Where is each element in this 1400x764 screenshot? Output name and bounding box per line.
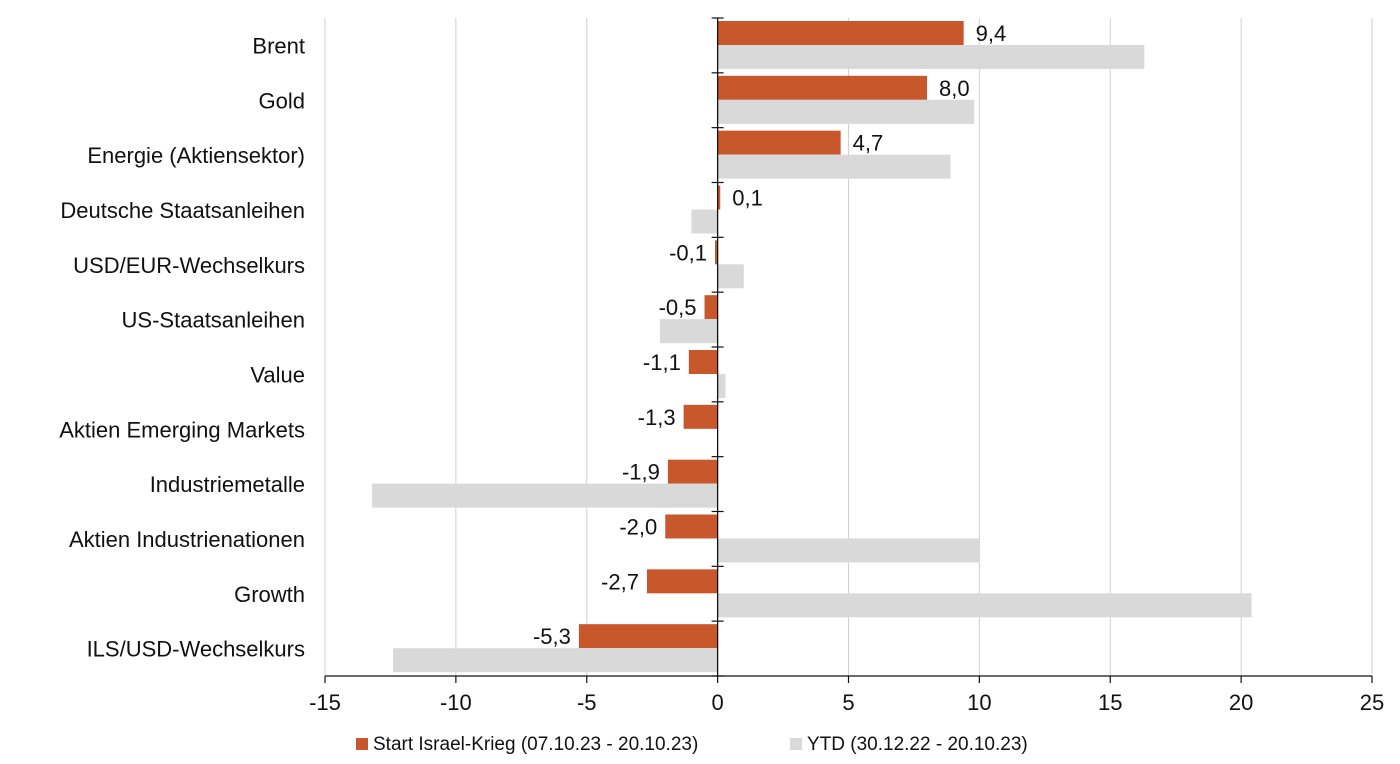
grid-lines [324, 18, 1373, 676]
data-label: -5,3 [533, 624, 571, 649]
bar-ytd [660, 319, 718, 344]
data-label: -1,3 [638, 405, 676, 430]
bar-israel-war [688, 350, 718, 374]
bar-ytd [717, 45, 1145, 69]
category-label: Gold [259, 88, 305, 113]
x-tick-label: -5 [577, 690, 597, 715]
x-tick-label: 25 [1360, 690, 1384, 715]
bar-israel-war [717, 130, 841, 155]
data-label: -1,9 [622, 460, 660, 485]
bar-ytd [372, 483, 718, 508]
bar-israel-war [717, 185, 721, 210]
category-label: Industriemetalle [150, 472, 305, 497]
data-label: -2,7 [601, 569, 639, 594]
bar-israel-war [646, 569, 718, 594]
x-tick-label: 5 [842, 690, 854, 715]
legend-label: YTD (30.12.22 - 20.10.23) [807, 734, 1028, 755]
legend: Start Israel-Krieg (07.10.23 - 20.10.23)… [356, 734, 1028, 755]
data-label: 4,7 [853, 131, 884, 156]
legend-swatch [790, 738, 802, 750]
data-label: -2,0 [619, 515, 657, 540]
bar-israel-war [665, 514, 718, 539]
category-label: Aktien Emerging Markets [59, 417, 305, 442]
data-label: -0,5 [659, 295, 697, 320]
category-label: US-Staatsanleihen [122, 308, 305, 333]
category-label: Deutsche Staatsanleihen [60, 198, 305, 223]
bar-ytd [717, 593, 1252, 618]
x-tick-label: -10 [440, 690, 472, 715]
x-tick-label: 0 [712, 690, 724, 715]
category-label: ILS/USD-Wechselkurs [87, 637, 305, 662]
bar-ytd [717, 99, 975, 124]
labels: Brent 9,4 Gold 8,0 Energie (Aktiensektor) 4,7… [59, 21, 1384, 715]
bar-ytd [717, 538, 980, 563]
bars [372, 21, 1252, 673]
bar-ytd [717, 264, 744, 289]
legend-label: Start Israel-Krieg (07.10.23 - 20.10.23) [373, 734, 698, 755]
bar-israel-war [683, 404, 718, 429]
category-label: Aktien Industrienationen [69, 527, 305, 552]
bar-ytd [393, 648, 718, 673]
x-tick-label: 20 [1229, 690, 1253, 715]
bar-israel-war [715, 240, 718, 265]
data-label: -0,1 [669, 240, 707, 265]
bar-israel-war [667, 459, 718, 484]
category-label: Brent [252, 33, 305, 58]
x-tick-label: 10 [967, 690, 991, 715]
x-tick-label: 15 [1098, 690, 1122, 715]
axes [324, 17, 1373, 683]
bar-israel-war [578, 624, 718, 649]
data-label: 8,0 [939, 76, 970, 101]
data-label: 9,4 [976, 21, 1007, 46]
data-label: 0,1 [732, 186, 763, 211]
category-label: Energie (Aktiensektor) [87, 143, 305, 168]
legend-swatch [356, 738, 368, 750]
x-tick-label: -15 [309, 690, 341, 715]
bar-ytd [717, 374, 726, 398]
category-label: Value [250, 362, 305, 387]
bar-israel-war [704, 295, 718, 320]
bar-israel-war [717, 75, 928, 100]
category-label: USD/EUR-Wechselkurs [73, 253, 305, 278]
bar-israel-war [717, 21, 964, 45]
category-label: Growth [234, 582, 305, 607]
data-label: -1,1 [643, 350, 681, 375]
bar-ytd [717, 154, 951, 179]
bar-ytd [691, 209, 718, 234]
